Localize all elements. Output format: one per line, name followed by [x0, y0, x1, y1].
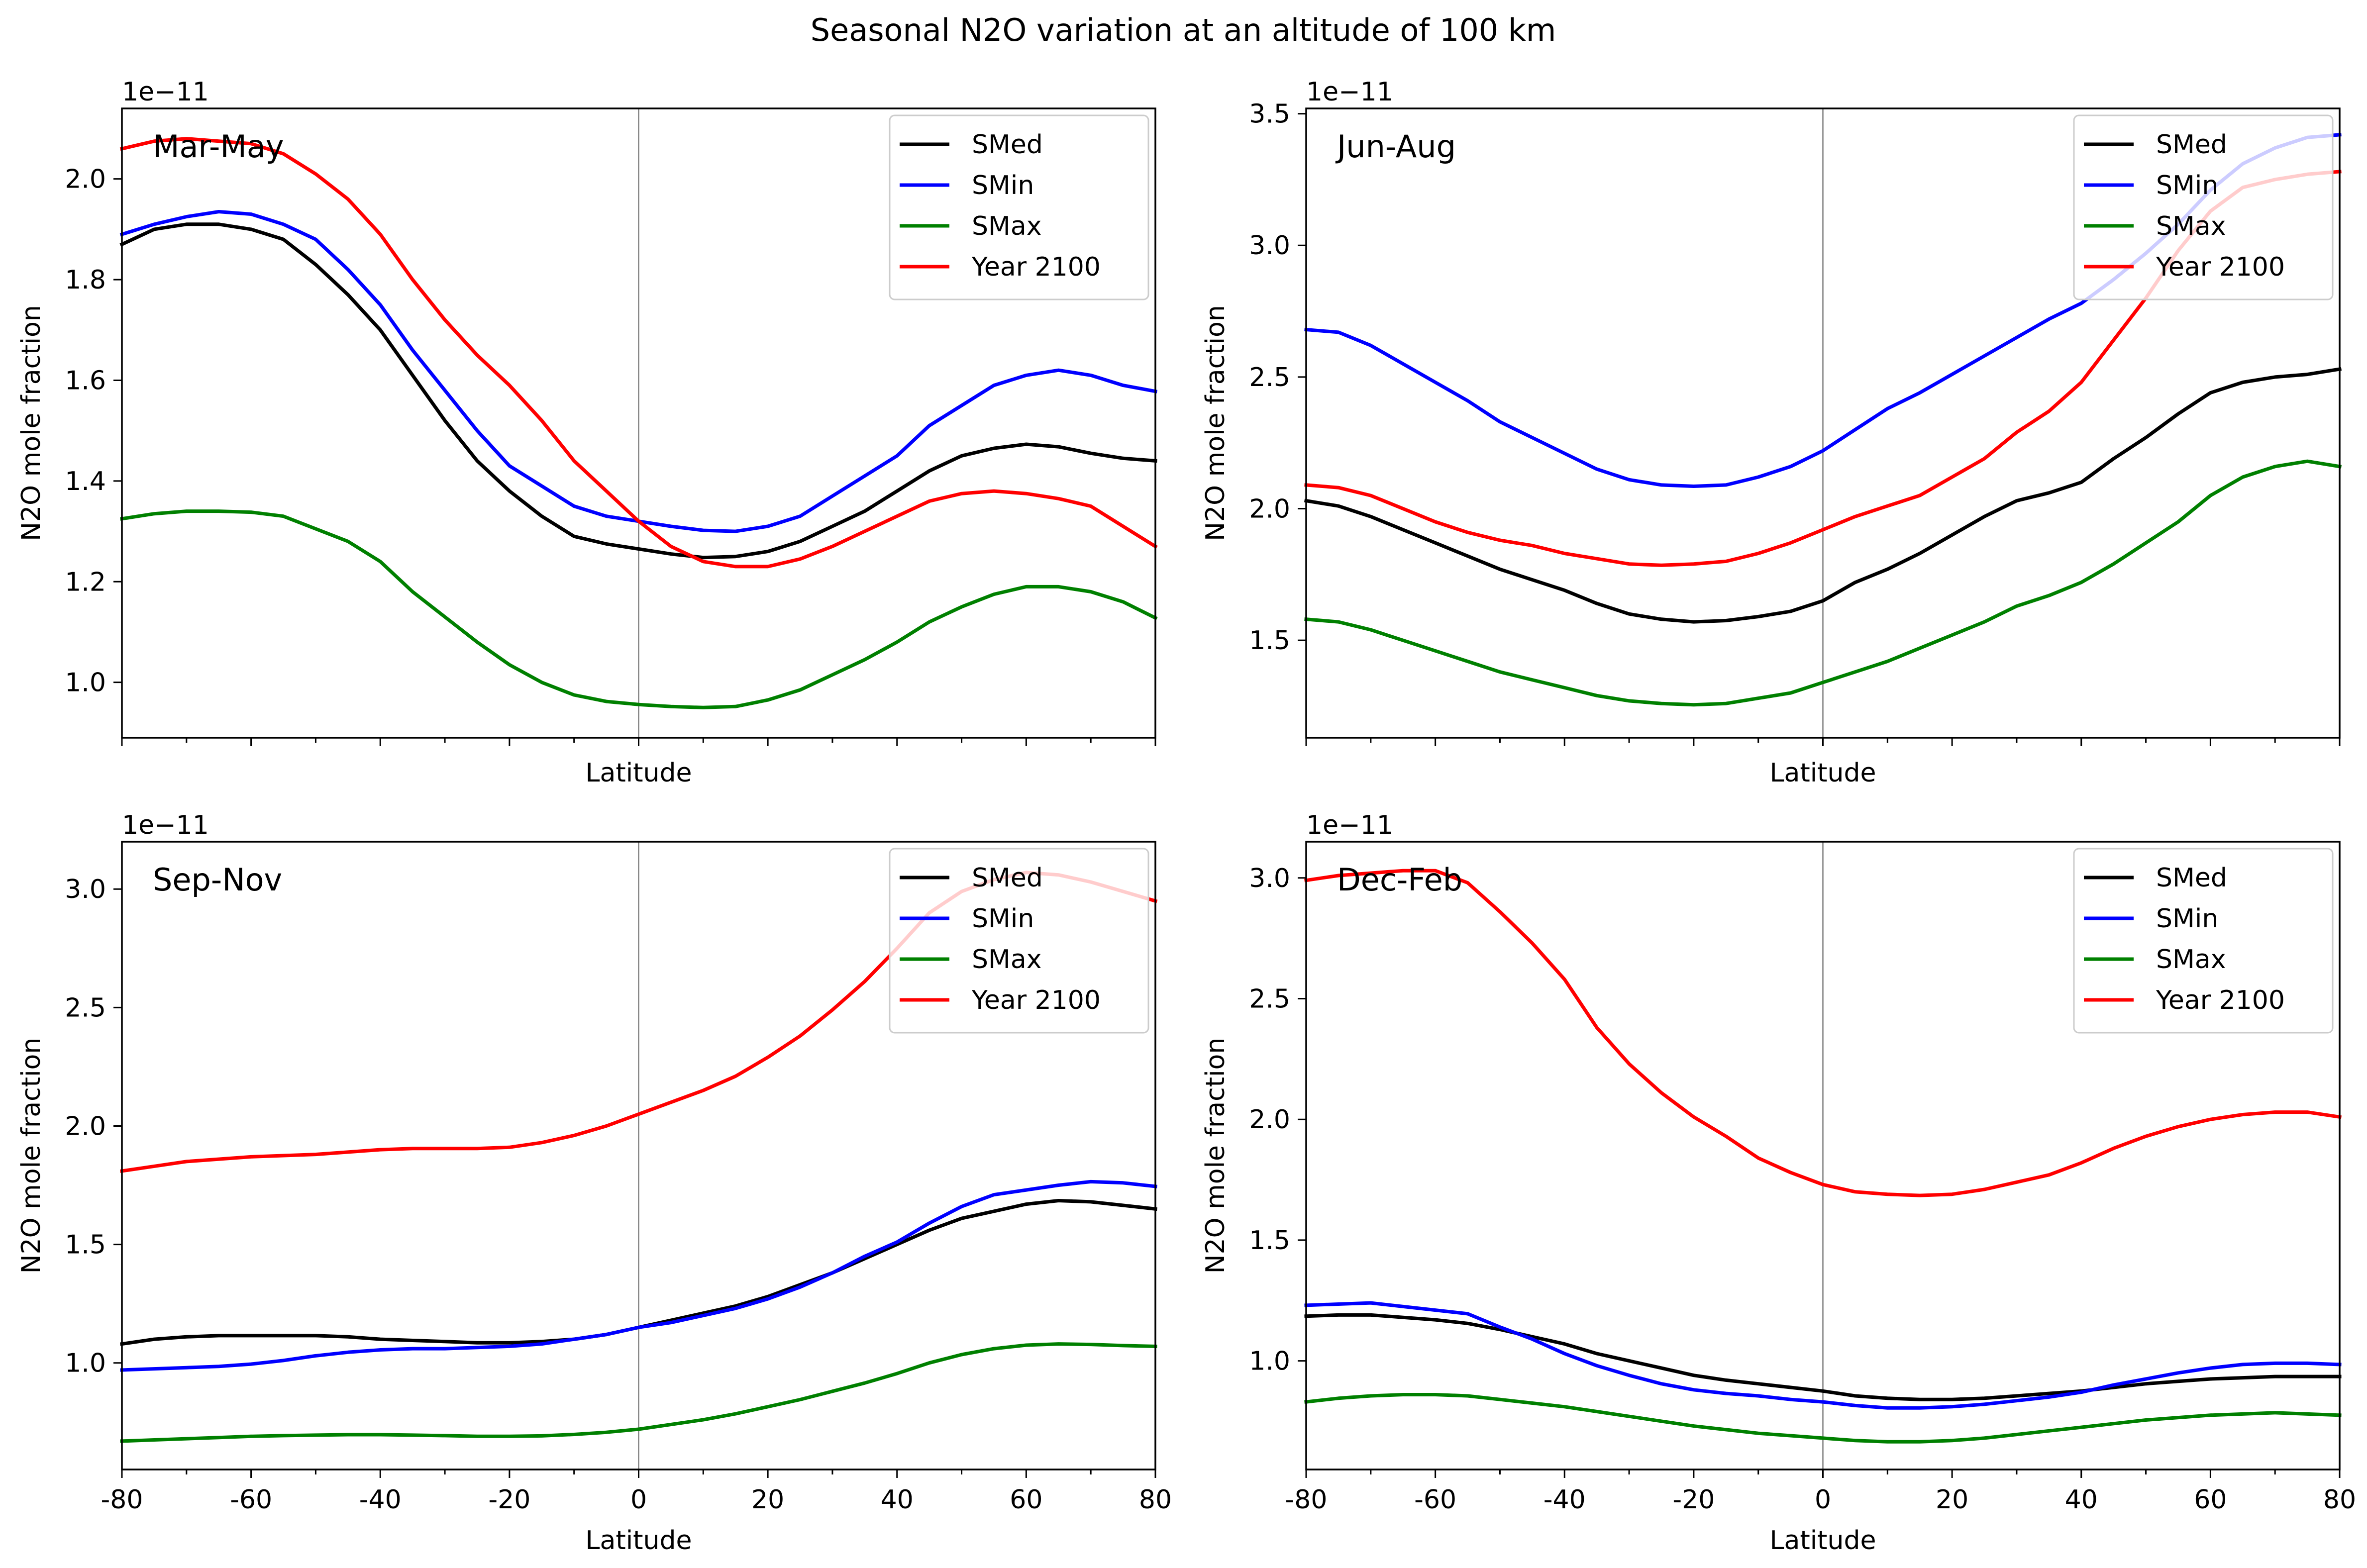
legend: SMed SMin SMax Year 2100: [2073, 848, 2334, 1034]
x-tick-label: 40: [2065, 1485, 2098, 1515]
x-tick-label: 60: [2194, 1485, 2227, 1515]
legend-entry-label: Year 2100: [971, 985, 1101, 1015]
series-line-year-2100: [1304, 869, 2342, 1197]
series-line-smin: [1304, 1301, 2342, 1410]
legend: SMed SMin SMax Year 2100: [889, 114, 1149, 300]
x-tick-label: -40: [359, 1485, 402, 1515]
x-axis-label: Latitude: [585, 758, 692, 788]
legend-entry-label: SMax: [2156, 945, 2226, 975]
legend-entry-label: Year 2100: [971, 252, 1101, 282]
y-offset-text: 1e−11: [122, 810, 209, 840]
y-axis-label: N2O mole fraction: [16, 305, 46, 541]
series-line-year-2100: [119, 137, 1158, 569]
series-line-smax: [120, 1342, 1157, 1443]
x-tick-label: 0: [630, 1485, 647, 1515]
y-tick-label: 1.5: [65, 1230, 106, 1260]
series-line-smed: [119, 222, 1157, 560]
y-tick-label: 1.2: [65, 567, 106, 597]
y-tick-label: 2.0: [65, 1111, 106, 1141]
y-tick-label: 3.0: [1249, 231, 1290, 261]
y-offset-text: 1e−11: [122, 77, 209, 107]
chart-panel: -80 -60 -40 -20 0 20 40 60 80 1.0 1.5 2.0 2.5 3.0 1e−1…: [1201, 810, 2356, 1556]
legend: SMed SMin SMax Year 2100: [2073, 114, 2334, 300]
panel-season-label: Mar-May: [153, 128, 284, 165]
y-axis-label: N2O mole fraction: [1201, 1038, 1231, 1274]
series-line-smax: [1304, 1393, 2342, 1444]
x-tick-label: -20: [1672, 1485, 1715, 1515]
x-tick-label: 20: [1936, 1485, 1968, 1515]
y-tick-label: 1.0: [65, 668, 106, 698]
y-tick-label: 1.0: [1249, 1347, 1290, 1376]
legend-entry-label: SMax: [972, 945, 1042, 975]
panels: 1.0 1.2 1.4 1.6 1.8 2.0 1e−11 Latitude N2O mole …: [16, 77, 2356, 1556]
x-tick-label: -20: [488, 1485, 530, 1515]
legend-entry-label: Year 2100: [2156, 252, 2285, 282]
x-tick-label: -60: [1414, 1485, 1456, 1515]
legend-box: [2073, 848, 2334, 1034]
x-tick-label: -80: [101, 1485, 143, 1515]
legend-entry-label: SMin: [972, 171, 1034, 200]
x-tick-label: -40: [1544, 1485, 1586, 1515]
series-line-smed: [1304, 1313, 2342, 1401]
y-tick-label: 3.0: [1249, 864, 1290, 893]
y-tick-label: 1.6: [65, 366, 106, 395]
y-tick-label: 1.4: [65, 467, 106, 496]
x-tick-label: 0: [1815, 1485, 1831, 1515]
series-line-smin: [120, 1179, 1157, 1372]
chart-panel: 1.5 2.0 2.5 3.0 3.5 1e−11 Latitude N2O mole fra…: [1201, 77, 2342, 788]
panel-season-label: Sep-Nov: [153, 862, 282, 898]
legend-entry-label: SMin: [2156, 904, 2218, 934]
legend-entry-label: SMed: [972, 863, 1043, 893]
panel-season-label: Dec-Feb: [1337, 862, 1462, 898]
y-tick-label: 2.5: [1249, 984, 1290, 1014]
legend-entry-label: Year 2100: [2156, 985, 2285, 1015]
legend: SMed SMin SMax Year 2100: [889, 848, 1149, 1034]
x-axis-label: Latitude: [585, 1526, 692, 1556]
x-tick-label: 20: [751, 1485, 784, 1515]
legend-box: [889, 848, 1149, 1034]
figure-title: Seasonal N2O variation at an altitude of…: [811, 12, 1556, 48]
y-tick-label: 2.0: [1249, 1105, 1290, 1135]
y-axis-label: N2O mole fraction: [16, 1038, 46, 1274]
legend-box: [2073, 114, 2334, 300]
y-axis-label: N2O mole fraction: [1201, 305, 1231, 541]
x-tick-label: 60: [1010, 1485, 1042, 1515]
y-tick-label: 1.0: [65, 1349, 106, 1378]
legend-entry-label: SMin: [2156, 171, 2218, 200]
panel-season-label: Jun-Aug: [1335, 128, 1456, 165]
legend-entry-label: SMax: [2156, 211, 2226, 241]
y-tick-label: 2.5: [1249, 363, 1290, 392]
series-line-smax: [1304, 459, 2342, 707]
x-tick-label: 40: [881, 1485, 914, 1515]
legend-entry-label: SMed: [2156, 863, 2227, 893]
y-tick-label: 3.5: [1249, 99, 1290, 129]
chart-panel: -80 -60 -40 -20 0 20 40 60 80 1.0 1.5 2.0 2.5 3.0 1e−1…: [16, 810, 1172, 1556]
x-tick-label: -60: [230, 1485, 272, 1515]
y-offset-text: 1e−11: [1306, 810, 1393, 840]
x-tick-label: 80: [2323, 1485, 2356, 1515]
legend-entry-label: SMed: [2156, 130, 2227, 160]
x-tick-label: -80: [1285, 1485, 1328, 1515]
legend-box: [889, 114, 1149, 300]
y-tick-label: 1.8: [65, 265, 106, 295]
y-tick-label: 1.5: [1249, 1226, 1290, 1256]
series-line-smed: [1304, 367, 2342, 624]
x-tick-label: 80: [1139, 1485, 1172, 1515]
y-tick-label: 3.0: [65, 875, 106, 904]
y-tick-label: 1.5: [1249, 626, 1290, 656]
chart-panel: 1.0 1.2 1.4 1.6 1.8 2.0 1e−11 Latitude N2O mole …: [16, 77, 1158, 788]
legend-entry-label: SMed: [972, 130, 1043, 160]
y-tick-label: 2.0: [1249, 494, 1290, 524]
series-line-smax: [120, 509, 1158, 709]
legend-entry-label: SMax: [972, 211, 1042, 241]
x-axis-label: Latitude: [1769, 758, 1876, 788]
y-tick-label: 2.0: [65, 165, 106, 195]
y-tick-label: 2.5: [65, 993, 106, 1023]
x-axis-label: Latitude: [1769, 1526, 1876, 1556]
legend-entry-label: SMin: [972, 904, 1034, 934]
y-offset-text: 1e−11: [1306, 77, 1393, 107]
